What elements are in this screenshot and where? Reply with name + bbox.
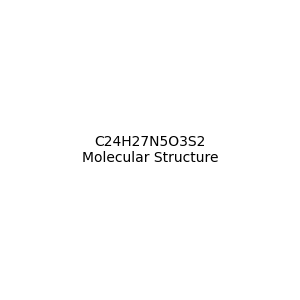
Text: C24H27N5O3S2
Molecular Structure: C24H27N5O3S2 Molecular Structure — [82, 135, 218, 165]
